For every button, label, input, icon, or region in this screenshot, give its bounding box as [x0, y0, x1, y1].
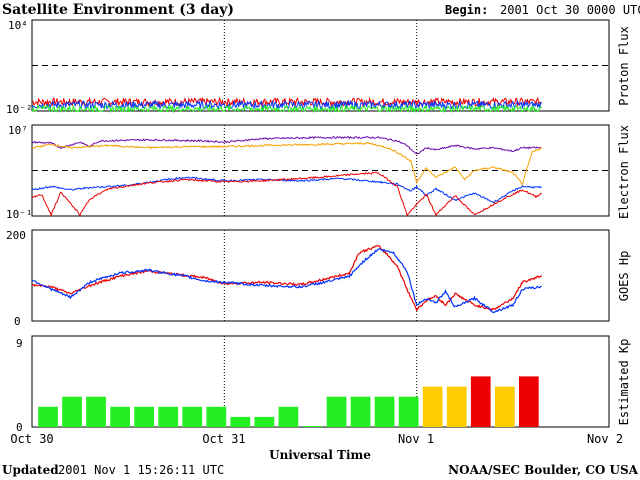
hp-series-blue	[32, 248, 542, 314]
kp-tick-top: 9	[16, 337, 23, 350]
electron-series-purple	[31, 136, 542, 155]
kp-bar	[302, 426, 323, 427]
kp-bar	[495, 386, 515, 427]
electron-series-orange	[31, 141, 542, 186]
kp-bar	[38, 406, 58, 427]
proton-tick-top: 10⁴	[8, 19, 28, 32]
electron-tick-top: 10⁷	[8, 124, 28, 137]
updated-value: 2001 Nov 1 15:26:11 UTC	[58, 463, 224, 477]
hp-plot	[31, 230, 543, 321]
kp-ylabel: Estimated Kp	[617, 339, 631, 426]
proton-series-red	[31, 96, 542, 108]
kp-bar	[62, 396, 82, 427]
kp-bar	[110, 406, 130, 427]
proton-series-green	[31, 103, 543, 114]
kp-bar	[350, 396, 371, 427]
chart-title: Satellite Environment (3 day)	[2, 2, 234, 18]
kp-bar	[470, 376, 491, 427]
x-axis-label: Universal Time	[269, 448, 371, 462]
kp-bar	[254, 416, 275, 427]
kp-plot	[38, 336, 539, 427]
kp-bar	[182, 406, 203, 427]
x-tick-oct30: Oct 30	[10, 432, 53, 446]
kp-bar	[134, 406, 154, 427]
proton-ylabel: Proton Flux	[617, 26, 631, 105]
electron-plot	[31, 125, 609, 218]
credit-text: NOAA/SEC Boulder, CO USA	[448, 463, 639, 477]
hp-tick-bottom: 0	[14, 315, 21, 328]
x-tick-oct31: Oct 31	[202, 432, 245, 446]
hp-frame	[31, 229, 610, 322]
x-tick-nov2: Nov 2	[587, 432, 623, 446]
kp-bar	[158, 406, 179, 427]
begin-value: 2001 Oct 30 0000 UTC	[500, 3, 640, 17]
kp-bar	[519, 376, 539, 427]
kp-bar	[230, 416, 251, 427]
kp-bar	[206, 406, 227, 427]
kp-panel: 9 0 Estimated Kp	[16, 335, 631, 434]
kp-bar	[398, 396, 419, 427]
kp-bar	[374, 396, 395, 427]
proton-panel: 10⁴ 10⁻² Proton Flux	[6, 19, 631, 116]
electron-panel: 10⁷ 10⁻¹ Electron Flux	[6, 124, 631, 221]
x-tick-nov1: Nov 1	[398, 432, 434, 446]
electron-series-blue	[31, 176, 542, 204]
hp-ylabel: GOES Hp	[617, 251, 631, 302]
x-axis: Oct 30 Oct 31 Nov 1 Nov 2 Universal Time	[10, 432, 623, 462]
kp-tick-bottom: 0	[16, 421, 23, 434]
electron-ylabel: Electron Flux	[617, 125, 631, 219]
kp-bar	[422, 386, 443, 427]
electron-series-red	[31, 171, 542, 218]
hp-tick-top: 200	[6, 229, 26, 242]
proton-tick-bottom: 10⁻²	[6, 103, 33, 116]
electron-tick-bottom: 10⁻¹	[6, 208, 33, 221]
hp-series-red	[31, 245, 543, 312]
updated-label: Updated	[2, 463, 59, 477]
proton-plot	[31, 20, 609, 114]
hp-panel: 200 0 GOES Hp	[6, 229, 631, 328]
kp-bar	[326, 396, 347, 427]
kp-bar	[278, 406, 299, 427]
kp-bar	[446, 386, 467, 427]
kp-bar	[86, 396, 106, 427]
begin-label: Begin:	[445, 3, 488, 17]
